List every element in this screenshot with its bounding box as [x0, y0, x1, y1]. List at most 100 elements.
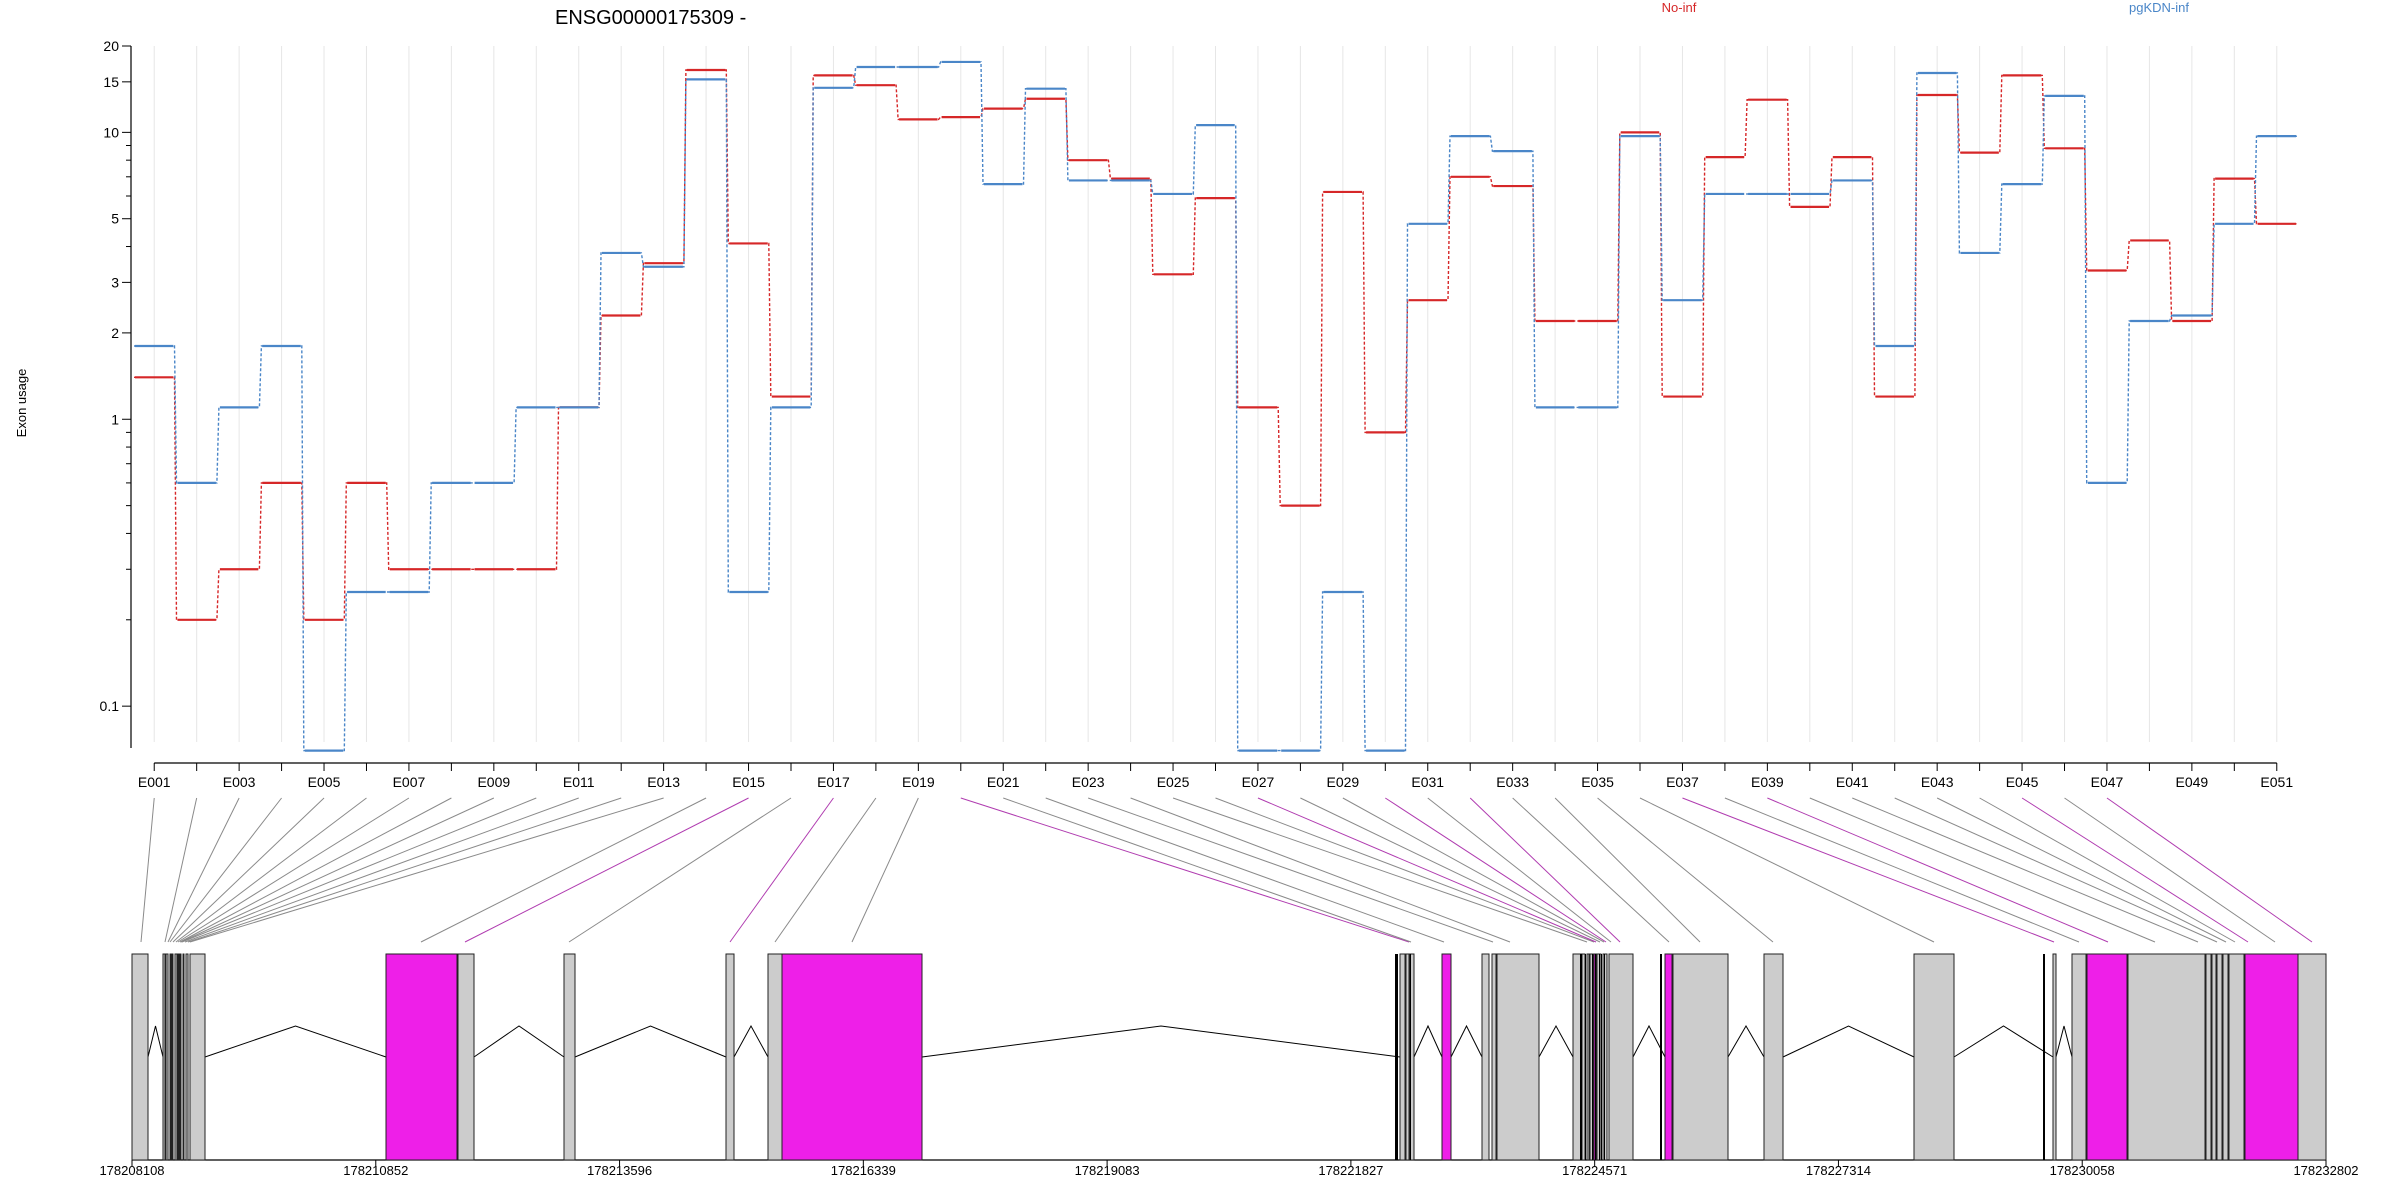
exon: [767, 953, 783, 1161]
y-tick-label: 20: [103, 38, 119, 54]
x-tick-label: E029: [1327, 774, 1360, 790]
exon-thin: [1601, 954, 1602, 1160]
exon-connector: [1979, 797, 2236, 943]
intron-line: [1782, 1025, 1915, 1058]
exon: [1481, 953, 1490, 1161]
exon-connector: [1257, 797, 1597, 943]
x-tick-label: E049: [2176, 774, 2209, 790]
x-tick-label: E025: [1157, 774, 1190, 790]
gene-track: 178208108 178210852 178213596 178216339 1782…: [99, 953, 2359, 1178]
exon-connector: [187, 797, 622, 943]
x-tick-label: E015: [732, 774, 765, 790]
exon-thin: [2043, 954, 2045, 1160]
intron-line: [1632, 1024, 1666, 1058]
x-axis: E001 E003 E005 E007 E009 E011 E013 E015 E017 E019…: [138, 762, 2293, 790]
x-tick-label: E043: [1921, 774, 1954, 790]
legend-label-no-inf: No-inf: [1662, 0, 1697, 15]
exon: [2205, 953, 2212, 1161]
exon-highlighted: [781, 953, 923, 1161]
exon-connector: [184, 797, 579, 943]
exon: [1608, 953, 1634, 1161]
exon: [1405, 953, 1410, 1161]
exon: [1913, 953, 1955, 1161]
x-tick-label: E023: [1072, 774, 1105, 790]
exon: [2228, 953, 2245, 1161]
exon: [2216, 953, 2223, 1161]
exon: [457, 953, 475, 1161]
x-tick-label: E047: [2091, 774, 2124, 790]
intron-line: [1413, 1024, 1443, 1058]
exon-connector: [1809, 797, 2156, 943]
exon-highlighted: [2086, 953, 2128, 1161]
exon-connector: [1427, 797, 1612, 943]
gene-axis-label: 178232802: [2293, 1163, 2358, 1178]
exon: [2052, 953, 2057, 1161]
series-lines: [134, 60, 2297, 752]
exon-thin: [1410, 954, 1411, 1160]
exon-connector: [1724, 797, 2080, 943]
exon-connector: [1512, 797, 1670, 943]
x-tick-label: E051: [2260, 774, 2293, 790]
x-tick-label: E009: [477, 774, 510, 790]
x-tick-label: E031: [1411, 774, 1444, 790]
exon-connector: [2064, 797, 2276, 943]
gene-axis-label: 178210852: [343, 1163, 408, 1178]
exon-highlighted: [1441, 953, 1452, 1161]
chart-title: ENSG00000175309 -: [555, 7, 746, 29]
exon-connector: [1385, 797, 1607, 943]
exon-thin: [1395, 954, 1398, 1160]
exon-thin: [1595, 954, 1596, 1160]
exon-connector: [1597, 797, 1774, 943]
x-tick-label: E003: [223, 774, 256, 790]
exon: [177, 953, 180, 1161]
exon: [179, 953, 182, 1161]
intron-line: [1538, 1024, 1574, 1058]
exon: [162, 953, 166, 1161]
exon: [1763, 953, 1784, 1161]
exon: [2127, 953, 2206, 1161]
exon: [1399, 953, 1406, 1161]
exon-thin: [1599, 954, 1600, 1160]
gene-axis-label: 178219083: [1075, 1163, 1140, 1178]
exon-connector: [1767, 797, 2109, 943]
exon: [563, 953, 576, 1161]
exon-connector: [181, 797, 537, 943]
exon: [1496, 953, 1540, 1161]
y-tick-label: 5: [111, 211, 119, 227]
exon-connector: [172, 797, 325, 943]
exon-highlighted: [2244, 953, 2299, 1161]
gene-axis-label: 178208108: [99, 1163, 164, 1178]
exon-connector: [179, 797, 452, 943]
exon-connector: [1639, 797, 1935, 943]
y-tick-label: 1: [111, 411, 119, 427]
gene-axis-label: 178216339: [831, 1163, 896, 1178]
x-tick-label: E035: [1581, 774, 1614, 790]
exon: [165, 953, 169, 1161]
exon-connector: [1342, 797, 1605, 943]
exon-connector: [774, 797, 877, 943]
exon-connector: [189, 797, 664, 943]
intron-line: [473, 1025, 565, 1058]
exon-connector: [140, 797, 155, 943]
exon-connector: [1894, 797, 2218, 943]
intron-line: [1727, 1025, 1765, 1058]
exon: [1581, 953, 1586, 1161]
x-tick-label: E017: [817, 774, 850, 790]
exon: [1572, 953, 1582, 1161]
x-tick-label: E039: [1751, 774, 1784, 790]
exon: [171, 953, 174, 1161]
exon: [174, 953, 178, 1161]
x-tick-label: E027: [1242, 774, 1275, 790]
exon-connector: [851, 797, 919, 943]
exon-connector: [2021, 797, 2249, 943]
intron-line: [733, 1024, 769, 1058]
gene-axis-label: 178230058: [2050, 1163, 2115, 1178]
y-tick-label: 3: [111, 274, 119, 290]
intron-line: [204, 1025, 387, 1058]
exon-connector: [1003, 797, 1412, 943]
y-tick-label: 10: [103, 124, 119, 140]
exon: [131, 953, 149, 1161]
exon-connector: [1469, 797, 1621, 943]
y-tick-label: 0.1: [100, 698, 120, 714]
